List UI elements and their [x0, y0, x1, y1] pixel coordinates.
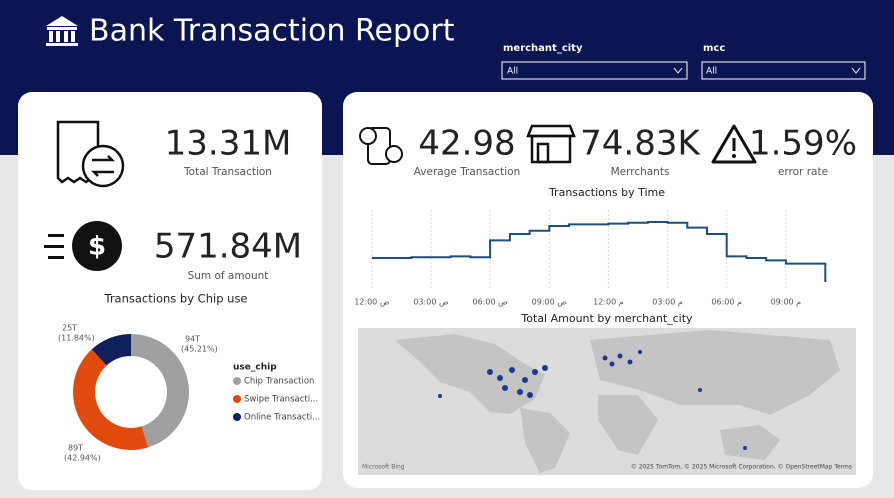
dropdown[interactable] — [501, 61, 688, 80]
bank-icon — [46, 16, 78, 46]
line — [371, 221, 827, 282]
x-tick-label: 06:00 ص — [473, 298, 509, 307]
chevron — [851, 67, 861, 74]
count-label: 94T — [185, 335, 200, 344]
kpi-value: 74.83K — [580, 124, 701, 164]
chart-title: Transactions by Chip use — [103, 292, 247, 306]
legend-label: Chip Transaction — [244, 377, 314, 387]
receipt-icon — [56, 120, 125, 188]
map-attribution: © 2025 TomTom, © 2025 Microsoft Corporat… — [631, 464, 852, 471]
exchange-icon — [359, 127, 403, 165]
svg-text:$: $ — [88, 232, 106, 262]
legend-label: Online Transacti... — [244, 413, 320, 423]
title: Bank Transaction Report — [89, 14, 455, 49]
map-brand: Microsoft Bing — [362, 464, 405, 471]
kpi-value: 1.59% — [749, 124, 857, 164]
legend-swatch — [233, 413, 241, 421]
warning-icon — [711, 124, 757, 164]
x-tick-label: 09:00 م — [771, 298, 802, 307]
kpi-value: 42.98 — [418, 124, 515, 164]
filter-label: merchant_city — [503, 43, 583, 54]
legend-swatch — [233, 377, 241, 385]
kpi-value: 571.84M — [154, 227, 302, 267]
land — [395, 330, 840, 473]
chevron — [673, 67, 683, 74]
chart-title: Transactions by Time — [548, 186, 665, 199]
donut-slice — [131, 334, 189, 448]
x-tick-label: 12:00 م — [593, 298, 624, 307]
dropdown-value: All — [507, 67, 518, 77]
dropdown-value: All — [706, 67, 717, 77]
filter-label: mcc — [703, 43, 725, 54]
dropdown[interactable] — [701, 61, 866, 80]
kpi-label: Total Transaction — [183, 166, 272, 178]
dollar-icon: $ — [44, 221, 122, 271]
count-label: 25T — [62, 324, 77, 333]
x-tick-label: 06:00 م — [711, 298, 742, 307]
donut-slice — [91, 334, 131, 366]
store-icon — [526, 124, 576, 164]
x-tick-label: 03:00 ص — [413, 298, 449, 307]
count-label: 89T — [68, 444, 83, 453]
donut-slice — [73, 349, 149, 450]
kpi-label: Average Transaction — [414, 166, 521, 178]
legend-label: Swipe Transacti... — [244, 395, 318, 405]
x-tick-label: 03:00 م — [652, 298, 683, 307]
map-title: Total Amount by merchant_city — [520, 312, 693, 325]
kpi-label: Merrchants — [611, 166, 670, 178]
legend-swatch — [233, 395, 241, 403]
value-label: (11.84%) — [58, 334, 95, 343]
kpi-label: error rate — [778, 166, 828, 178]
kpi-value: 13.31M — [165, 124, 292, 164]
value-label: (42.94%) — [64, 454, 101, 463]
legend-title: use_chip — [233, 363, 277, 373]
x-tick-label: 09:00 ص — [532, 298, 568, 307]
value-label: (45.21%) — [181, 345, 218, 354]
city-dots — [438, 350, 747, 450]
x-tick-label: 12:00 ص — [354, 298, 390, 307]
kpi-label: Sum of amount — [188, 270, 269, 282]
